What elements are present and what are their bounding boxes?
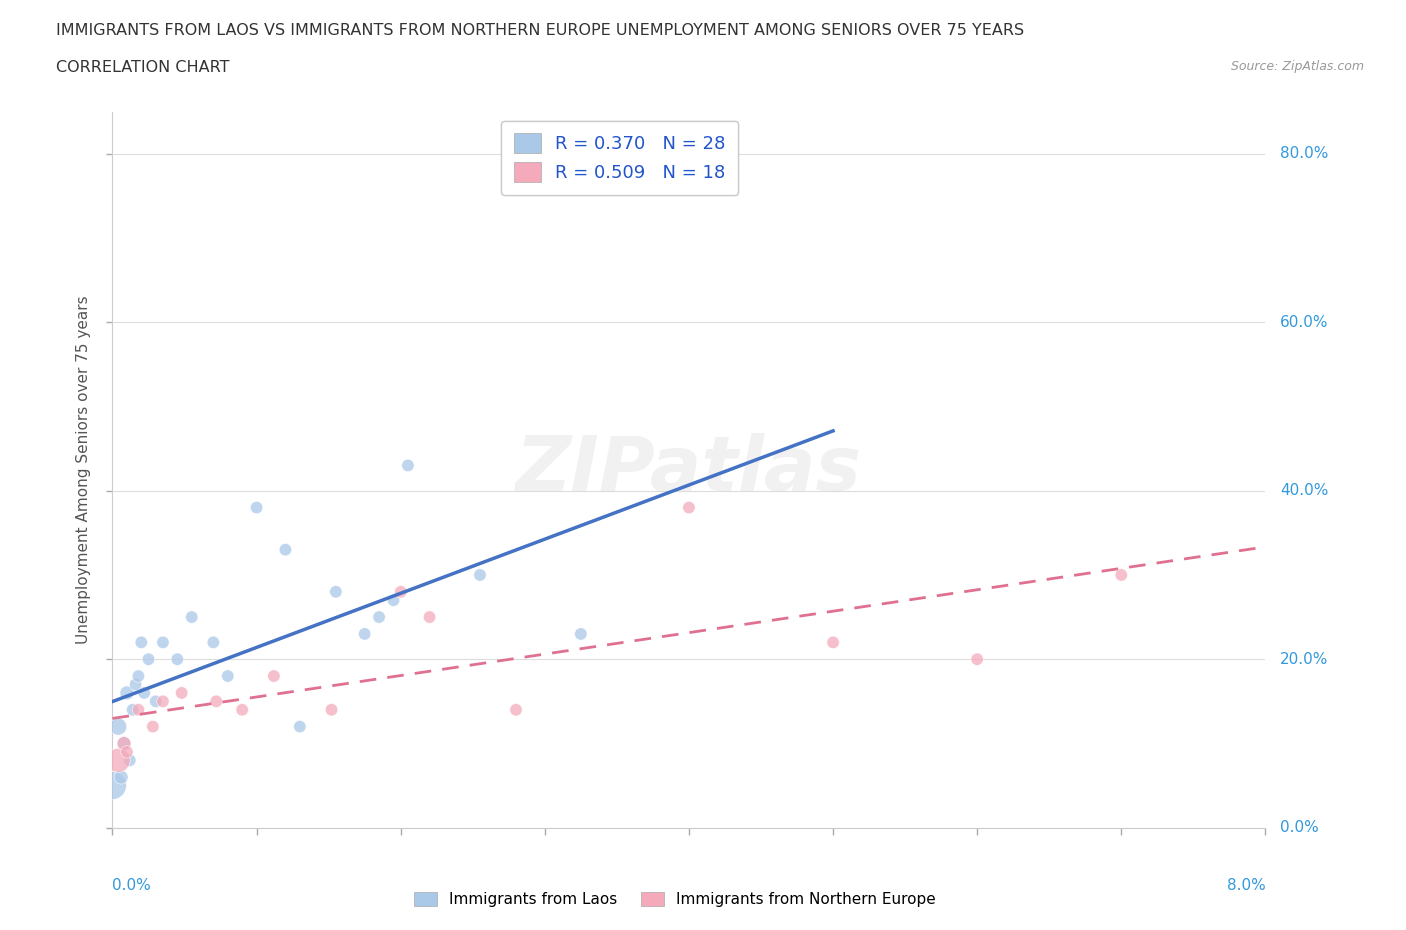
Point	[152, 694, 174, 709]
Point	[142, 719, 165, 734]
Point	[112, 736, 135, 751]
Point	[217, 669, 239, 684]
Point	[231, 702, 253, 717]
Text: CORRELATION CHART: CORRELATION CHART	[56, 60, 229, 75]
Legend: R = 0.370   N = 28, R = 0.509   N = 18: R = 0.370 N = 28, R = 0.509 N = 18	[501, 121, 738, 194]
Point	[505, 702, 527, 717]
Point	[127, 669, 149, 684]
Text: 80.0%: 80.0%	[1279, 146, 1329, 161]
Text: 40.0%: 40.0%	[1279, 484, 1329, 498]
Point	[127, 702, 149, 717]
Point	[205, 694, 228, 709]
Point	[152, 635, 174, 650]
Text: 60.0%: 60.0%	[1279, 314, 1329, 330]
Text: 0.0%: 0.0%	[112, 878, 152, 893]
Point	[118, 753, 141, 768]
Point	[288, 719, 311, 734]
Point	[396, 458, 419, 472]
Text: ZIPatlas: ZIPatlas	[516, 432, 862, 507]
Point	[263, 669, 285, 684]
Point	[112, 736, 135, 751]
Point	[180, 610, 202, 625]
Point	[166, 652, 188, 667]
Point	[107, 753, 129, 768]
Legend: Immigrants from Laos, Immigrants from Northern Europe: Immigrants from Laos, Immigrants from No…	[408, 885, 942, 913]
Point	[325, 584, 347, 599]
Point	[101, 778, 124, 793]
Point	[110, 770, 132, 785]
Point	[321, 702, 343, 717]
Text: IMMIGRANTS FROM LAOS VS IMMIGRANTS FROM NORTHERN EUROPE UNEMPLOYMENT AMONG SENIO: IMMIGRANTS FROM LAOS VS IMMIGRANTS FROM …	[56, 23, 1025, 38]
Point	[821, 635, 844, 650]
Point	[468, 567, 491, 582]
Point	[129, 635, 153, 650]
Y-axis label: Unemployment Among Seniors over 75 years: Unemployment Among Seniors over 75 years	[76, 296, 91, 644]
Point	[107, 719, 129, 734]
Point	[124, 677, 146, 692]
Point	[121, 702, 143, 717]
Point	[966, 652, 988, 667]
Point	[368, 610, 391, 625]
Point	[419, 610, 441, 625]
Point	[115, 744, 138, 759]
Point	[382, 592, 405, 607]
Point	[145, 694, 167, 709]
Text: Source: ZipAtlas.com: Source: ZipAtlas.com	[1230, 60, 1364, 73]
Text: 0.0%: 0.0%	[1279, 820, 1319, 835]
Text: 8.0%: 8.0%	[1226, 878, 1265, 893]
Point	[170, 685, 193, 700]
Text: 20.0%: 20.0%	[1279, 652, 1329, 667]
Point	[134, 685, 156, 700]
Point	[246, 500, 269, 515]
Point	[202, 635, 225, 650]
Point	[274, 542, 297, 557]
Point	[115, 685, 138, 700]
Point	[138, 652, 160, 667]
Point	[569, 627, 592, 642]
Point	[389, 584, 412, 599]
Point	[1111, 567, 1133, 582]
Point	[353, 627, 375, 642]
Point	[678, 500, 700, 515]
